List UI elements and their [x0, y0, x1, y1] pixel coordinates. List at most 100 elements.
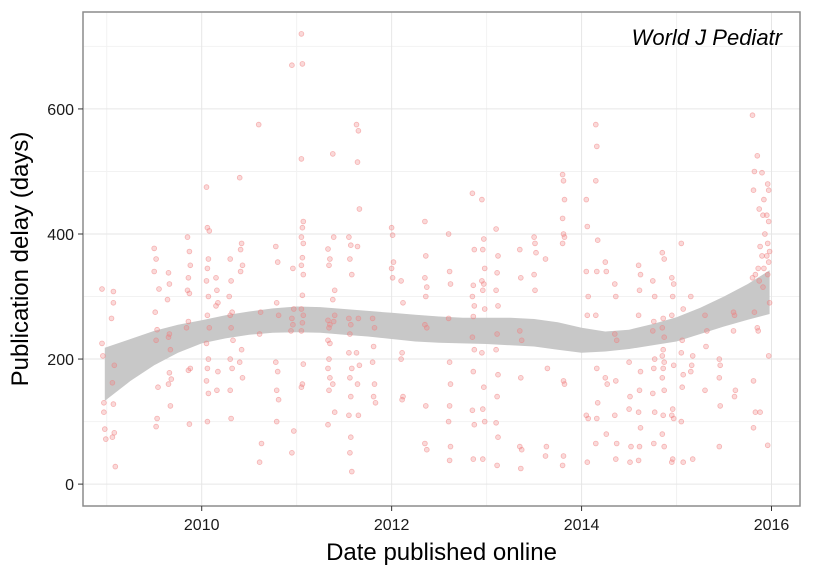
data-point: [258, 440, 265, 447]
data-point: [299, 224, 306, 231]
data-point: [661, 387, 667, 394]
data-point: [255, 121, 262, 128]
data-point: [561, 234, 568, 240]
data-point: [759, 169, 765, 176]
data-point: [203, 278, 210, 284]
data-point: [227, 312, 234, 319]
data-point: [290, 265, 296, 272]
data-point: [689, 456, 696, 462]
data-point: [531, 271, 537, 278]
data-point: [213, 303, 219, 309]
data-point: [659, 353, 666, 359]
data-point: [153, 423, 159, 430]
data-point: [329, 151, 336, 157]
data-point: [612, 378, 619, 384]
data-point: [592, 312, 599, 319]
grid-lines: [83, 12, 800, 506]
data-point: [583, 268, 590, 275]
data-point: [168, 376, 175, 382]
data-point: [766, 299, 773, 306]
data-point: [765, 353, 772, 359]
data-point: [237, 246, 244, 253]
data-point: [164, 296, 171, 303]
data-point: [531, 234, 537, 240]
data-point: [495, 303, 501, 309]
data-point: [325, 337, 331, 344]
data-point: [594, 237, 601, 244]
data-point: [763, 212, 770, 219]
data-point: [532, 240, 538, 247]
data-point: [346, 412, 352, 419]
data-point: [678, 240, 685, 247]
data-point: [479, 287, 486, 294]
data-point: [761, 196, 767, 203]
data-point: [272, 359, 279, 366]
data-point: [542, 256, 549, 262]
data-point: [593, 415, 600, 422]
smooth-band-layer: [104, 270, 770, 401]
x-tick-label: 2016: [754, 517, 790, 534]
data-point: [152, 309, 159, 316]
data-point: [754, 324, 761, 331]
data-point: [749, 274, 756, 281]
data-point: [215, 368, 221, 375]
data-point: [584, 312, 591, 319]
data-point: [298, 156, 305, 162]
data-point: [228, 415, 234, 422]
data-point: [186, 248, 193, 255]
data-point: [203, 340, 210, 347]
data-point: [238, 240, 245, 247]
data-point: [495, 434, 501, 441]
data-point: [186, 421, 193, 427]
data-point: [518, 446, 525, 453]
data-point: [626, 359, 632, 366]
data-point: [627, 459, 633, 466]
data-point: [481, 306, 488, 312]
data-point: [730, 328, 737, 334]
data-point: [370, 393, 377, 400]
data-point: [204, 265, 211, 272]
data-point: [471, 303, 478, 309]
data-point: [635, 312, 642, 319]
data-point: [446, 457, 453, 464]
data-point: [290, 306, 297, 312]
data-point: [559, 171, 566, 178]
data-point: [626, 406, 632, 412]
data-point: [659, 431, 666, 437]
data-point: [764, 442, 771, 449]
data-point: [347, 242, 354, 249]
data-point: [592, 178, 599, 184]
data-point: [766, 248, 773, 255]
data-point: [757, 409, 763, 416]
data-point: [627, 393, 633, 400]
data-point: [649, 328, 656, 334]
data-point: [756, 206, 762, 212]
data-point: [670, 362, 677, 369]
data-point: [479, 456, 486, 462]
data-point: [298, 306, 305, 312]
data-point: [290, 428, 297, 434]
data-point: [327, 340, 333, 347]
data-point: [650, 318, 657, 325]
data-point: [205, 293, 212, 300]
data-point: [237, 268, 244, 275]
data-point: [227, 356, 234, 362]
data-point: [186, 290, 193, 297]
data-point: [585, 415, 591, 422]
data-point: [203, 184, 210, 190]
data-point: [602, 374, 609, 381]
data-point: [99, 286, 105, 292]
data-point: [203, 378, 210, 384]
data-point: [764, 240, 771, 247]
data-point: [479, 196, 485, 203]
data-point: [206, 228, 213, 234]
data-point: [480, 236, 487, 242]
data-point: [290, 321, 296, 328]
data-point: [471, 421, 478, 428]
y-tick-label: 400: [47, 227, 74, 244]
data-point: [289, 62, 295, 68]
data-point: [205, 256, 212, 262]
data-point: [592, 440, 599, 447]
data-point: [166, 281, 173, 287]
